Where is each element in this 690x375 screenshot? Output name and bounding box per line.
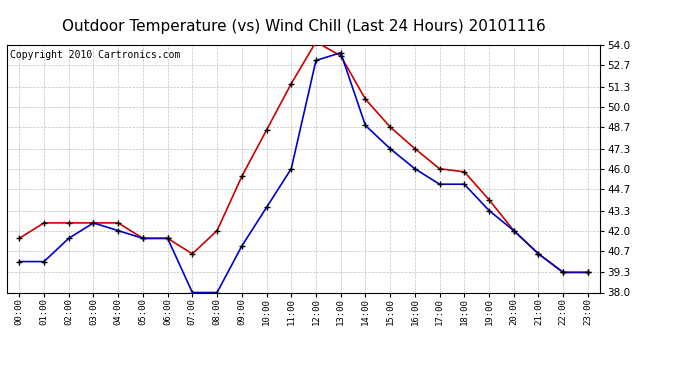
Text: Outdoor Temperature (vs) Wind Chill (Last 24 Hours) 20101116: Outdoor Temperature (vs) Wind Chill (Las… [61,19,546,34]
Text: Copyright 2010 Cartronics.com: Copyright 2010 Cartronics.com [10,50,180,60]
